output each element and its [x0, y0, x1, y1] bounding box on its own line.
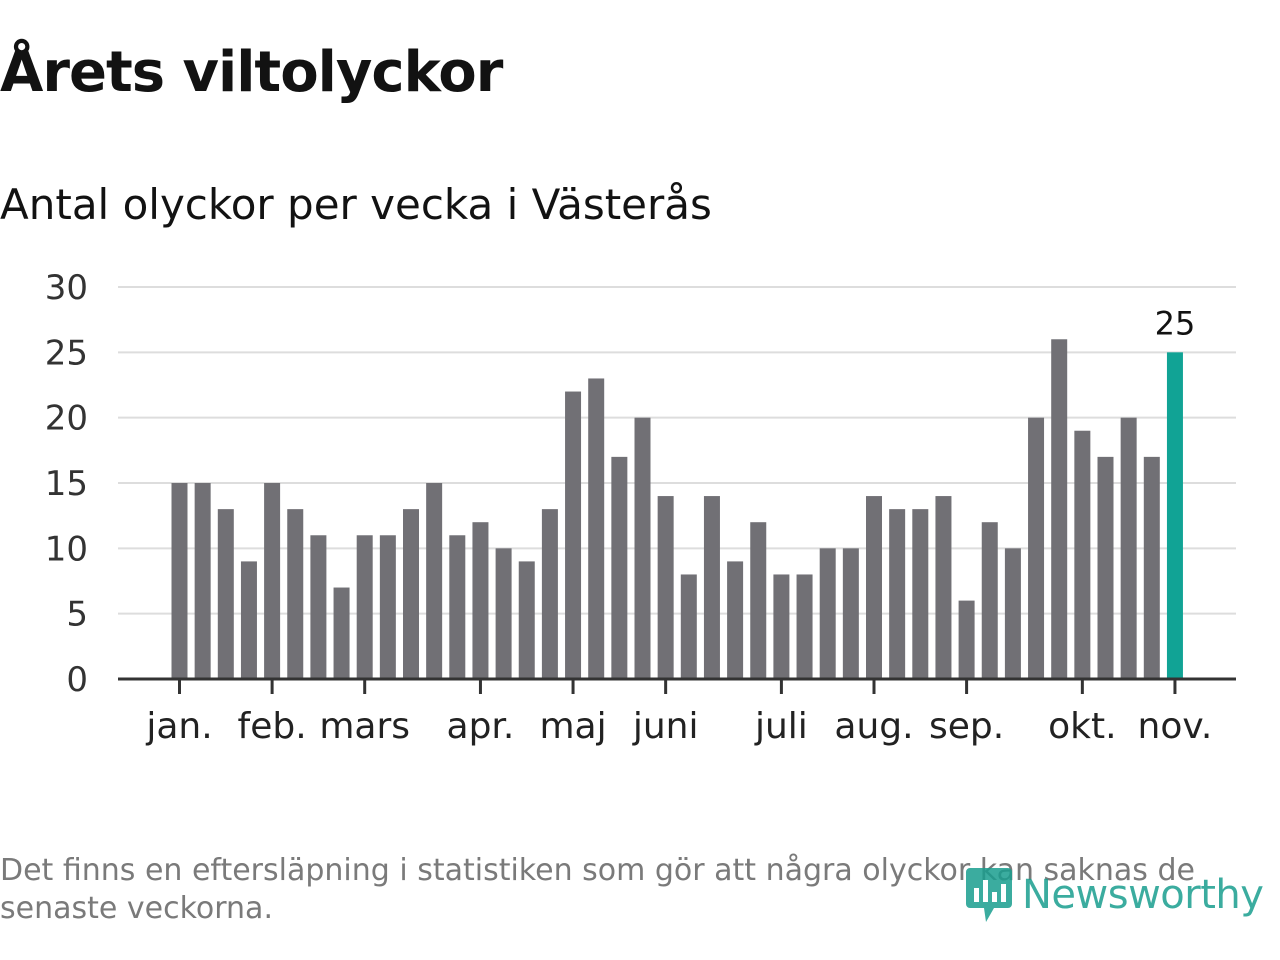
chart-title: Årets viltolyckor: [0, 40, 503, 105]
bar: [217, 509, 234, 679]
bar: [565, 391, 582, 679]
bar: [796, 574, 813, 679]
bar: [472, 522, 489, 679]
data-labels: 25: [1155, 304, 1196, 342]
bars: [171, 339, 1183, 679]
bar: [287, 509, 304, 679]
bar: [842, 548, 859, 679]
bar: [634, 417, 651, 679]
bar: [310, 535, 327, 679]
logo-text: Newsworthy: [1022, 872, 1264, 918]
bar: [1074, 430, 1091, 679]
x-axis-ticks: jan. feb. mars apr. maj juni juli aug. sep. okt. n…: [145, 679, 1212, 747]
bar: [588, 378, 605, 679]
bar: [449, 535, 466, 679]
x-tick-label: nov.: [1138, 706, 1213, 747]
bar: [541, 509, 558, 679]
bar: [611, 456, 628, 679]
bar-chart: 0 5 10 15 20 25 30 jan. feb. mars apr. maj juni juli…: [45, 268, 1236, 747]
x-tick-label: jan.: [145, 706, 212, 747]
x-tick-label: sep.: [929, 706, 1004, 747]
y-tick-label: 10: [45, 529, 88, 569]
x-tick-label: mars: [319, 706, 410, 747]
bar: [1120, 417, 1137, 679]
y-tick-label: 25: [45, 333, 88, 373]
x-tick-label: aug.: [834, 706, 913, 747]
data-label-highlight: 25: [1155, 304, 1196, 342]
bar: [194, 483, 211, 679]
bar: [333, 587, 350, 679]
x-tick-label: juni: [632, 706, 699, 747]
bar: [379, 535, 396, 679]
bar: [889, 509, 906, 679]
bar: [518, 561, 535, 679]
x-tick-label: maj: [539, 706, 606, 747]
bar: [171, 483, 188, 679]
y-tick-label: 0: [66, 660, 88, 700]
bar: [1051, 339, 1068, 679]
bar: [264, 483, 281, 679]
bar: [657, 496, 674, 679]
bar: [935, 496, 952, 679]
y-tick-label: 5: [66, 595, 88, 635]
x-tick-label: okt.: [1048, 706, 1116, 747]
bar: [819, 548, 836, 679]
bar: [240, 561, 257, 679]
x-tick-label: feb.: [238, 706, 307, 747]
bar: [727, 561, 744, 679]
grid-lines: [118, 286, 1236, 615]
bar: [703, 496, 720, 679]
y-axis-ticks: 0 5 10 15 20 25 30: [45, 268, 88, 700]
bar: [866, 496, 882, 679]
y-tick-label: 30: [45, 268, 88, 308]
bar: [750, 522, 767, 679]
bar: [1097, 456, 1114, 679]
bar: [680, 574, 697, 679]
newsworthy-logo: Newsworthy: [964, 862, 1264, 928]
bar: [1004, 548, 1021, 679]
bar: [356, 535, 373, 679]
bar: [426, 483, 443, 679]
x-tick-label: apr.: [447, 706, 515, 747]
x-tick-label: juli: [754, 706, 808, 747]
bar: [958, 600, 975, 679]
y-tick-label: 15: [45, 464, 88, 504]
bar: [1028, 417, 1045, 679]
y-tick-label: 20: [45, 399, 88, 439]
bar: [495, 548, 512, 679]
bar: [981, 522, 998, 679]
bar: [403, 509, 419, 679]
bar-highlight: [1166, 352, 1183, 679]
bar: [1143, 456, 1160, 679]
bar: [912, 509, 929, 679]
newsworthy-logo-icon: [966, 868, 1012, 922]
bar: [773, 574, 790, 679]
chart-subtitle: Antal olyckor per vecka i Västerås: [0, 180, 712, 229]
